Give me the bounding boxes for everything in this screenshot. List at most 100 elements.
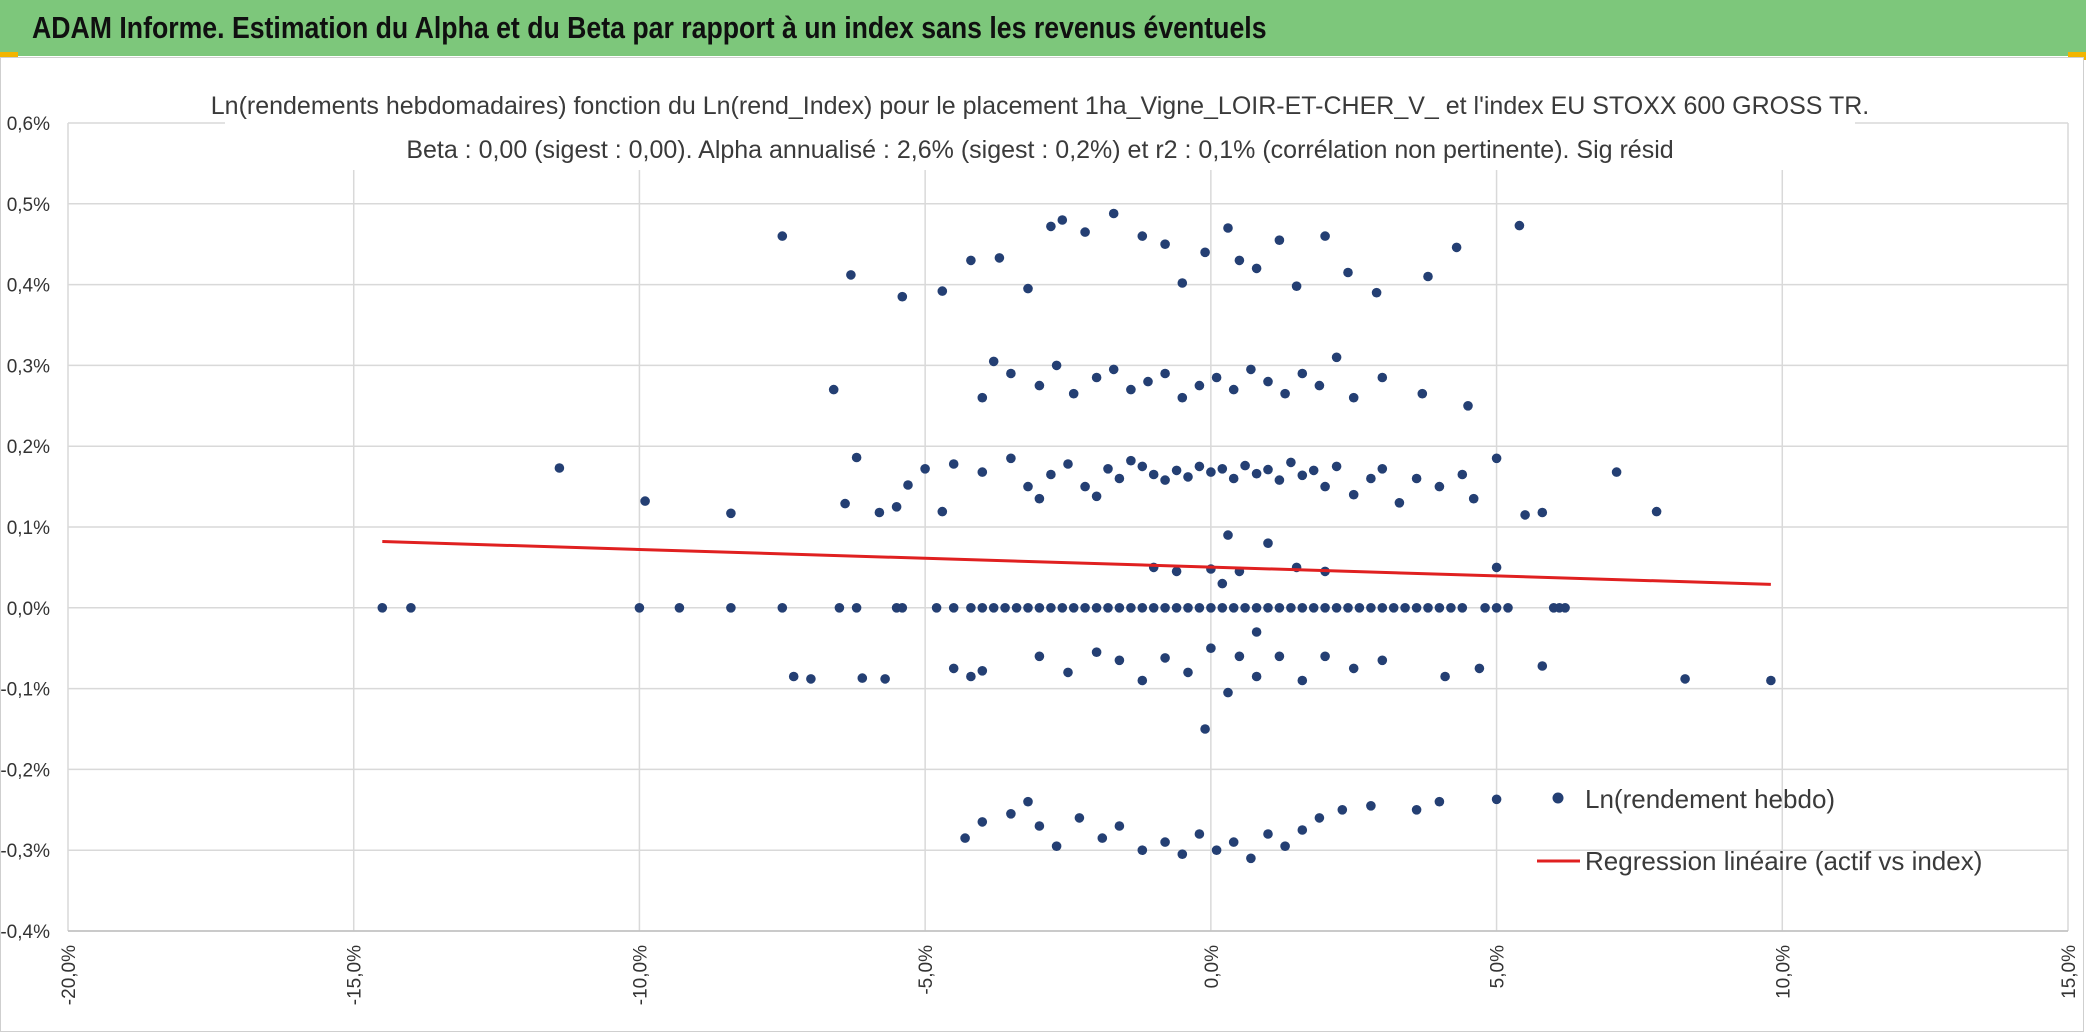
data-point — [788, 671, 799, 682]
data-point — [988, 603, 999, 613]
data-point — [1331, 603, 1342, 613]
data-point — [1354, 603, 1365, 613]
data-point — [726, 508, 736, 519]
data-point — [1320, 651, 1330, 662]
x-tick-label: 10,0% — [1773, 945, 1794, 999]
data-point — [1423, 271, 1433, 282]
data-point — [1366, 603, 1376, 613]
data-point — [1491, 794, 1502, 805]
data-point — [1377, 372, 1388, 383]
banner-corner-right — [2068, 52, 2086, 60]
y-tick-label: 0,4% — [7, 276, 50, 297]
data-point — [1206, 467, 1216, 477]
data-point — [1206, 603, 1216, 613]
data-point — [1297, 368, 1308, 379]
data-point — [920, 464, 930, 474]
data-point — [977, 817, 988, 827]
y-tick-label: 0,6% — [7, 114, 50, 135]
data-point — [1211, 372, 1222, 383]
y-tick-label: -0,2% — [0, 760, 50, 781]
data-point — [1377, 464, 1388, 474]
data-point — [1103, 464, 1113, 474]
data-point — [1280, 841, 1290, 851]
legend-label-scatter: Ln(rendement hebdo) — [1585, 784, 1835, 814]
data-point — [966, 255, 976, 266]
data-point — [1217, 578, 1228, 589]
regression-line-group — [382, 540, 1771, 586]
data-point — [1126, 603, 1136, 613]
data-point — [857, 673, 868, 683]
data-point — [1057, 603, 1068, 613]
data-point — [1251, 263, 1262, 274]
x-tick-label: 15,0% — [2059, 945, 2080, 999]
data-point — [1274, 475, 1285, 485]
data-point — [1160, 475, 1170, 485]
data-point — [1023, 796, 1033, 807]
data-point — [1194, 829, 1205, 839]
data-point — [1468, 493, 1479, 504]
data-point — [1240, 460, 1250, 471]
data-point — [1291, 281, 1302, 292]
data-point — [1417, 388, 1428, 399]
data-point — [634, 603, 645, 613]
scatter-points — [377, 208, 1776, 864]
data-point — [1034, 493, 1045, 504]
data-point — [1348, 489, 1359, 500]
data-point — [1297, 675, 1308, 686]
data-point — [1148, 603, 1159, 613]
data-point — [948, 603, 959, 613]
data-point — [1183, 603, 1193, 613]
data-point — [1263, 538, 1273, 548]
data-point — [903, 480, 913, 490]
y-tick-label: 0,3% — [7, 356, 50, 377]
data-point — [1223, 687, 1233, 698]
data-point — [874, 507, 885, 518]
data-point — [1314, 813, 1325, 823]
data-point — [1200, 247, 1210, 258]
data-point — [1331, 352, 1342, 363]
y-tick-label: 0,2% — [7, 437, 50, 458]
data-point — [1091, 372, 1102, 383]
data-point — [1280, 388, 1290, 399]
data-point — [1148, 469, 1159, 480]
data-point — [1520, 510, 1530, 520]
data-point — [1251, 468, 1262, 479]
data-point — [1091, 603, 1102, 613]
data-point — [1160, 239, 1170, 249]
data-point — [1377, 603, 1388, 613]
data-point — [1211, 845, 1222, 855]
y-tick-label: 0,0% — [7, 599, 50, 620]
data-point — [1194, 461, 1205, 472]
data-point — [1074, 813, 1085, 823]
data-point — [897, 291, 908, 302]
data-point — [1068, 603, 1079, 613]
data-point — [1251, 627, 1262, 637]
data-point — [1206, 643, 1216, 653]
data-point — [1320, 603, 1330, 613]
data-point — [1297, 470, 1308, 481]
data-point — [1503, 603, 1513, 613]
data-point — [1046, 469, 1056, 480]
data-point — [1434, 603, 1445, 613]
data-point — [1137, 603, 1148, 613]
data-point — [851, 603, 862, 613]
data-point — [1080, 481, 1090, 492]
data-point — [1200, 724, 1210, 734]
data-point — [1097, 833, 1108, 843]
data-point — [1491, 562, 1502, 573]
x-tick-label: 0,0% — [1202, 945, 1223, 988]
data-point — [1177, 392, 1188, 403]
data-point — [846, 270, 856, 280]
data-point — [1348, 392, 1359, 403]
tick-labels: 0,6% 0,5% 0,4% 0,3% 0,2% 0,1% 0,0% -0,1% -0,2% -0… — [0, 114, 2080, 1005]
data-point — [1171, 465, 1182, 476]
data-point — [1080, 603, 1090, 613]
data-point — [1234, 255, 1245, 266]
data-point — [377, 603, 388, 613]
data-point — [1423, 603, 1433, 613]
data-point — [1514, 220, 1525, 231]
data-point — [1091, 647, 1102, 657]
data-point — [1103, 603, 1113, 613]
data-point — [1480, 603, 1490, 613]
legend-label-regression: Regression linéaire (actif vs index) — [1585, 846, 1982, 876]
